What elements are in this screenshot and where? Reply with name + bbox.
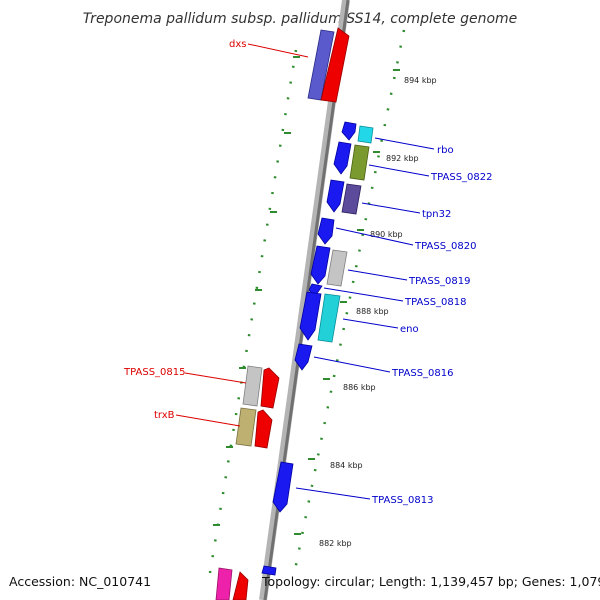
label-dxs[interactable]: dxs bbox=[229, 39, 246, 50]
gene-bottom-partial[interactable] bbox=[215, 565, 277, 600]
gene-labels: dxs rbo TPASS_0822 tpn32 TPASS_0820 TPAS… bbox=[123, 39, 492, 506]
gene-tpass-0815[interactable] bbox=[242, 365, 280, 409]
label-leaders bbox=[175, 43, 435, 500]
tick-label: 892 kbp bbox=[386, 154, 419, 163]
label-rbo[interactable]: rbo bbox=[437, 145, 454, 156]
tick-label: 888 kbp bbox=[356, 307, 389, 316]
label-tpass-0813[interactable]: TPASS_0813 bbox=[371, 495, 433, 506]
genome-summary-text: Topology: circular; Length: 1,139,457 bp… bbox=[262, 574, 600, 589]
gene-trxb[interactable] bbox=[235, 407, 273, 449]
label-tpass-0820[interactable]: TPASS_0820 bbox=[414, 241, 476, 252]
gene-tpass-0820[interactable] bbox=[317, 217, 335, 245]
gene-tpass-0819[interactable] bbox=[310, 245, 348, 287]
kbp-ticks: 894 kbp 892 kbp 890 kbp 888 kbp 886 kbp … bbox=[319, 76, 437, 548]
label-tpass-0816[interactable]: TPASS_0816 bbox=[391, 368, 453, 379]
label-tpass-0815[interactable]: TPASS_0815 bbox=[123, 367, 185, 378]
label-tpass-0819[interactable]: TPASS_0819 bbox=[408, 276, 470, 287]
gene-tpass-0816[interactable] bbox=[294, 343, 313, 371]
label-tpass-0822[interactable]: TPASS_0822 bbox=[430, 172, 492, 183]
gene-tpass-0813[interactable] bbox=[272, 461, 294, 513]
tick-label: 894 kbp bbox=[404, 76, 437, 85]
map-title: Treponema pallidum subsp. pallidum SS14,… bbox=[83, 11, 518, 27]
gene-rbo[interactable] bbox=[341, 121, 374, 144]
label-tpass-0818[interactable]: TPASS_0818 bbox=[404, 297, 466, 308]
tick-label: 884 kbp bbox=[330, 461, 363, 470]
gene-dxs[interactable] bbox=[307, 27, 350, 103]
tick-label: 890 kbp bbox=[370, 230, 403, 239]
label-trxb[interactable]: trxB bbox=[154, 410, 175, 421]
gene-tpass-0822[interactable] bbox=[333, 141, 370, 181]
gene-eno[interactable] bbox=[299, 291, 341, 343]
label-tpn32[interactable]: tpn32 bbox=[422, 209, 451, 220]
major-ticks bbox=[213, 56, 400, 535]
gene-tpn32[interactable] bbox=[326, 179, 362, 215]
accession-text: Accession: NC_010741 bbox=[9, 574, 152, 589]
tick-label: 886 kbp bbox=[343, 383, 376, 392]
label-eno[interactable]: eno bbox=[400, 324, 419, 335]
tick-label: 882 kbp bbox=[319, 539, 352, 548]
